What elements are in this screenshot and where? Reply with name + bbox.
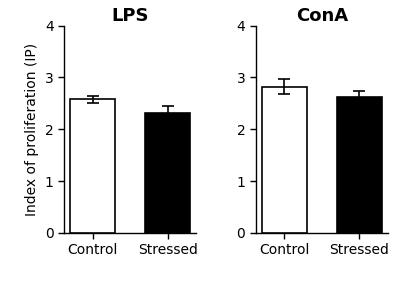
- Title: ConA: ConA: [296, 7, 348, 25]
- Bar: [337, 97, 382, 233]
- Y-axis label: Index of proliferation (IP): Index of proliferation (IP): [25, 43, 39, 216]
- Bar: [70, 99, 115, 233]
- Bar: [262, 87, 307, 233]
- Title: LPS: LPS: [111, 7, 149, 25]
- Bar: [145, 113, 190, 233]
